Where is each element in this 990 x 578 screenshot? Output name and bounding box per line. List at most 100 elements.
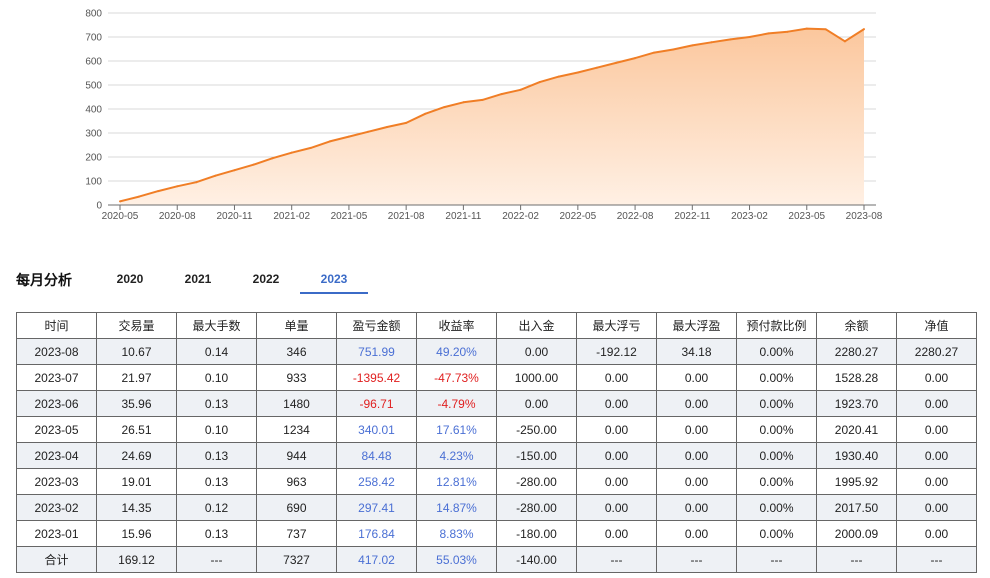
table-cell: 417.02 (336, 546, 417, 573)
table-cell: 12.81% (416, 468, 497, 495)
data-point (576, 71, 579, 74)
data-point (500, 93, 503, 96)
table-cell: --- (656, 546, 737, 573)
tab-2022[interactable]: 2022 (252, 272, 280, 286)
table-cell: 1923.70 (816, 390, 897, 417)
monthly-analysis-table: 时间 交易量 最大手数 单量 盈亏金额 收益率 出入金 最大浮亏 最大浮盈 预付款比例 余额 净值 2… (16, 312, 977, 573)
table-cell: 2023-07 (16, 364, 97, 391)
x-tick-label: 2022-05 (559, 211, 596, 222)
table-cell: 8.83% (416, 520, 497, 547)
table-cell: 346 (256, 338, 337, 365)
data-point (157, 190, 160, 193)
tab-2023[interactable]: 2023 (300, 264, 368, 294)
data-point (214, 174, 217, 177)
table-cell: 0.00 (656, 416, 737, 443)
table-cell: 2023-04 (16, 442, 97, 469)
series-line (119, 27, 865, 203)
table-cell: 751.99 (336, 338, 417, 365)
tab-2021[interactable]: 2021 (184, 272, 212, 286)
table-cell: --- (816, 546, 897, 573)
table-cell: 0.13 (176, 390, 257, 417)
table-cell: -250.00 (496, 416, 577, 443)
table-cell: --- (176, 546, 257, 573)
data-point (233, 169, 236, 172)
table-cell: 2023-05 (16, 416, 97, 443)
data-point (462, 101, 465, 104)
data-point (195, 181, 198, 184)
table-cell: 0.00% (736, 364, 817, 391)
data-point (653, 51, 656, 54)
data-point (863, 28, 865, 31)
data-point (405, 121, 408, 124)
column-header: 时间 (16, 312, 97, 339)
column-header: 余额 (816, 312, 897, 339)
table-cell: 合计 (16, 546, 97, 573)
x-tick-label: 2022-02 (502, 211, 539, 222)
table-cell: 0.00% (736, 494, 817, 521)
data-point (519, 88, 522, 91)
table-cell: 0.00% (736, 468, 817, 495)
table-cell: 0.13 (176, 468, 257, 495)
data-point (309, 146, 312, 149)
table-cell: 34.18 (656, 338, 737, 365)
table-cell: 2020.41 (816, 416, 897, 443)
table-cell: 0.00 (576, 416, 657, 443)
data-point (748, 36, 751, 38)
table-cell: 0.00 (576, 364, 657, 391)
table-cell: -47.73% (416, 364, 497, 391)
column-header: 收益率 (416, 312, 497, 339)
table-cell: 0.00 (896, 416, 977, 443)
x-tick-label: 2021-08 (388, 211, 425, 222)
table-cell: 2280.27 (816, 338, 897, 365)
table-cell: 169.12 (96, 546, 177, 573)
data-point (252, 163, 255, 166)
table-cell: 1000.00 (496, 364, 577, 391)
data-point (786, 30, 789, 33)
table-cell: -280.00 (496, 468, 577, 495)
data-point (805, 27, 808, 30)
x-tick-label: 2020-11 (216, 211, 252, 222)
table-row: 2023-08 10.67 0.14 346 751.99 49.20% 0.00 -192.… (16, 338, 977, 365)
x-tick-label: 2021-11 (445, 211, 481, 222)
column-header: 净值 (896, 312, 977, 339)
table-cell: 0.12 (176, 494, 257, 521)
table-row: 2023-04 24.69 0.13 944 84.48 4.23% -150.00 0.00… (16, 442, 977, 469)
y-tick-label: 600 (85, 57, 102, 68)
table-cell: 2023-03 (16, 468, 97, 495)
table-cell: 0.00% (736, 520, 817, 547)
table-cell: 297.41 (336, 494, 417, 521)
table-cell: 1930.40 (816, 442, 897, 469)
table-cell: -280.00 (496, 494, 577, 521)
data-point (443, 106, 446, 109)
table-cell: --- (896, 546, 977, 573)
table-cell: 14.35 (96, 494, 177, 521)
x-tick-label: 2022-08 (617, 211, 654, 222)
table-cell: 690 (256, 494, 337, 521)
monthly-analysis-title: 每月分析 (16, 272, 72, 288)
table-row: 2023-03 19.01 0.13 963 258.42 12.81% -280.00 0.… (16, 468, 977, 495)
data-point (634, 57, 637, 60)
table-row: 2023-06 35.96 0.13 1480 -96.71 -4.79% 0.00 0.00… (16, 390, 977, 417)
x-tick-label: 2021-02 (273, 211, 310, 222)
table-cell: 4.23% (416, 442, 497, 469)
data-point (424, 112, 427, 115)
table-cell: 0.14 (176, 338, 257, 365)
table-cell: 340.01 (336, 416, 417, 443)
table-cell: 0.00 (576, 520, 657, 547)
table-body: 2023-08 10.67 0.14 346 751.99 49.20% 0.00 -192.… (16, 338, 977, 573)
data-point (710, 41, 713, 44)
table-row: 2023-01 15.96 0.13 737 176.84 8.83% -180.00 0.0… (16, 520, 977, 547)
table-cell: 2023-06 (16, 390, 97, 417)
table-cell: 0.10 (176, 416, 257, 443)
table-row: 2023-02 14.35 0.12 690 297.41 14.87% -280.00 0.… (16, 494, 977, 521)
tab-2020[interactable]: 2020 (116, 272, 144, 286)
table-cell: 2017.50 (816, 494, 897, 521)
table-cell: 35.96 (96, 390, 177, 417)
table-cell: 0.00% (736, 442, 817, 469)
x-tick-label: 2021-05 (331, 211, 368, 222)
column-header: 单量 (256, 312, 337, 339)
table-cell: 17.61% (416, 416, 497, 443)
column-header: 最大浮亏 (576, 312, 657, 339)
table-cell: 0.00 (896, 468, 977, 495)
table-cell: 0.00 (896, 520, 977, 547)
